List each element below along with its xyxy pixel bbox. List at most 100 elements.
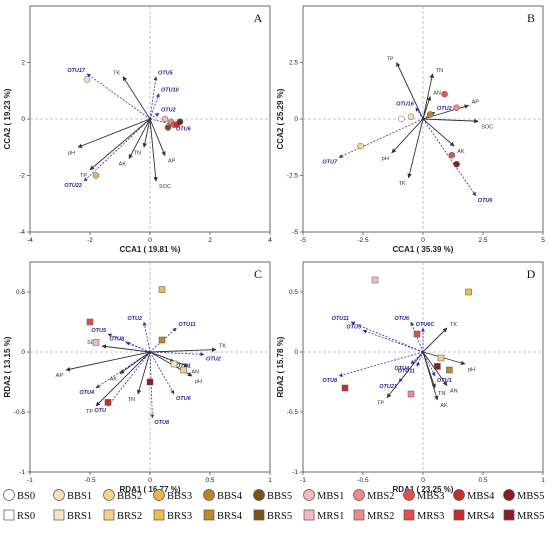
otu-vector-label: OTU1 (437, 378, 452, 384)
otu-vector-arrow (410, 351, 424, 365)
sample-point (83, 76, 91, 83)
otu-vector-label: OTU2 (437, 106, 452, 112)
x-tick-label: 1 (268, 477, 272, 484)
legend-label: BRS1 (67, 511, 92, 522)
x-tick-label: 1 (541, 477, 545, 484)
x-tick-label: -5 (300, 237, 306, 244)
panel-letter: A (254, 11, 263, 25)
y-tick-label: -5 (292, 229, 298, 236)
legend-swatch-circle (203, 489, 215, 501)
env-vector-arrow (128, 118, 151, 159)
env-vector-label: TK (113, 71, 120, 77)
sample-point (92, 172, 100, 179)
x-axis-title: CCA1 ( 19.81 %) (120, 245, 181, 254)
env-vector-label: AK (457, 149, 465, 155)
legend-swatch-square (53, 509, 65, 521)
otu-vector-arrow (422, 351, 436, 377)
legend-swatch-square (153, 509, 165, 521)
x-tick-label: 0 (148, 477, 152, 484)
env-vector-arrow (422, 118, 455, 147)
sample-point (371, 276, 379, 284)
sample-point (158, 286, 166, 293)
legend-label: MRS2 (367, 511, 394, 522)
env-vector-arrow (101, 344, 151, 353)
y-tick-label: -0.5 (14, 409, 26, 416)
legend-swatch-circle (253, 489, 265, 501)
sample-point (104, 399, 112, 406)
sample-point (158, 336, 166, 344)
otu-vector-label: OTU6C (416, 322, 436, 328)
otu-vector-label: OTU16 (396, 102, 415, 108)
sample-point (146, 378, 154, 386)
legend-label: MBS4 (467, 491, 495, 502)
env-vector-label: TN (134, 150, 141, 156)
legend-swatch-square (203, 509, 215, 521)
legend-label: MBS2 (367, 491, 394, 502)
y-tick-label: -2.5 (287, 173, 299, 180)
sample-point (407, 390, 415, 398)
legend-label: BBS3 (167, 491, 192, 502)
sample-point (180, 366, 187, 374)
env-vector-label: TP (80, 173, 87, 179)
legend-swatch-square (3, 509, 15, 521)
otu-vector-label: OTU (94, 408, 107, 414)
env-vector-label: TP (387, 57, 394, 63)
panel-letter: D (527, 267, 536, 281)
sample-point (398, 115, 405, 123)
env-vector-label: pH (68, 150, 75, 156)
env-vector-arrow (396, 62, 424, 120)
env-vector-label: pH (382, 156, 389, 162)
env-vector-label: TP (86, 409, 93, 415)
y-tick-label: 0 (294, 349, 298, 356)
otu-vector-label: OTU11 (398, 368, 415, 374)
env-vector-label: pH (195, 379, 202, 385)
otu-vector-label: OTU6 (478, 198, 494, 204)
otu-vector-arrow (410, 321, 424, 353)
env-vector-arrow (89, 118, 151, 171)
y-tick-label: 0 (294, 116, 298, 123)
sample-point (441, 90, 448, 98)
otu-vector-label: OTU1 (176, 364, 191, 370)
sample-point (426, 111, 434, 118)
sample-point (413, 330, 421, 338)
panel-A: -4 -2 0 2 4 -4 -2 0 2 CCA1 ( 19.81 %) CCA2 ( 19.23… (3, 5, 272, 254)
y-axis-title: CCA2 ( 19.23 %) (3, 88, 12, 149)
sample-point (453, 104, 460, 111)
sample-point (437, 354, 445, 362)
env-vector-label: AN (433, 90, 441, 96)
y-axis-title: RDA2 ( 15.78 %) (276, 336, 285, 397)
env-vector-arrow (422, 95, 432, 120)
env-vector-label: SOC (481, 124, 493, 130)
otu-vector-arrow (362, 329, 424, 353)
y-tick-label: 0.5 (289, 289, 298, 296)
x-tick-label: -0.5 (84, 477, 96, 484)
env-vector-arrow (149, 351, 189, 368)
legend-swatch-circle (153, 489, 165, 501)
legend-label: MBS1 (317, 491, 344, 502)
legend-swatch-square (103, 509, 115, 521)
sample-point (161, 115, 169, 123)
otu-vector-arrow (149, 118, 175, 126)
legend-swatch-square (503, 509, 515, 521)
panel-letter: B (527, 11, 535, 25)
env-vector-label: AK (110, 377, 118, 383)
env-vector-label: AP (56, 373, 64, 379)
otu-vector-label: OTU6 (176, 396, 192, 402)
otu-vector-arrow (107, 351, 151, 407)
otu-vector-arrow (83, 118, 151, 182)
otu-vector-label: OTU4 (394, 366, 409, 372)
y-tick-label: 2 (21, 60, 25, 67)
env-vector-label: AP (168, 159, 176, 165)
legend-label: BS0 (17, 491, 35, 502)
legend-label: BBS5 (267, 491, 292, 502)
panel-B: -5 -2.5 0 2.5 5 -5 -2.5 0 2.5 CCA1 ( 35.39 %) CCA2… (276, 5, 545, 254)
y-tick-label: -4 (19, 229, 25, 236)
otu-vector-arrow (86, 73, 151, 120)
otu-vector-arrow (149, 93, 160, 120)
env-vector-arrow (122, 76, 151, 120)
x-axis-title: RDA1 ( 23.25 %) (393, 485, 454, 494)
otu-vector-label: OTU11 (332, 316, 349, 322)
legend-swatch-circle (403, 489, 415, 501)
y-tick-label: -0.5 (287, 409, 299, 416)
sample-point (164, 124, 172, 131)
